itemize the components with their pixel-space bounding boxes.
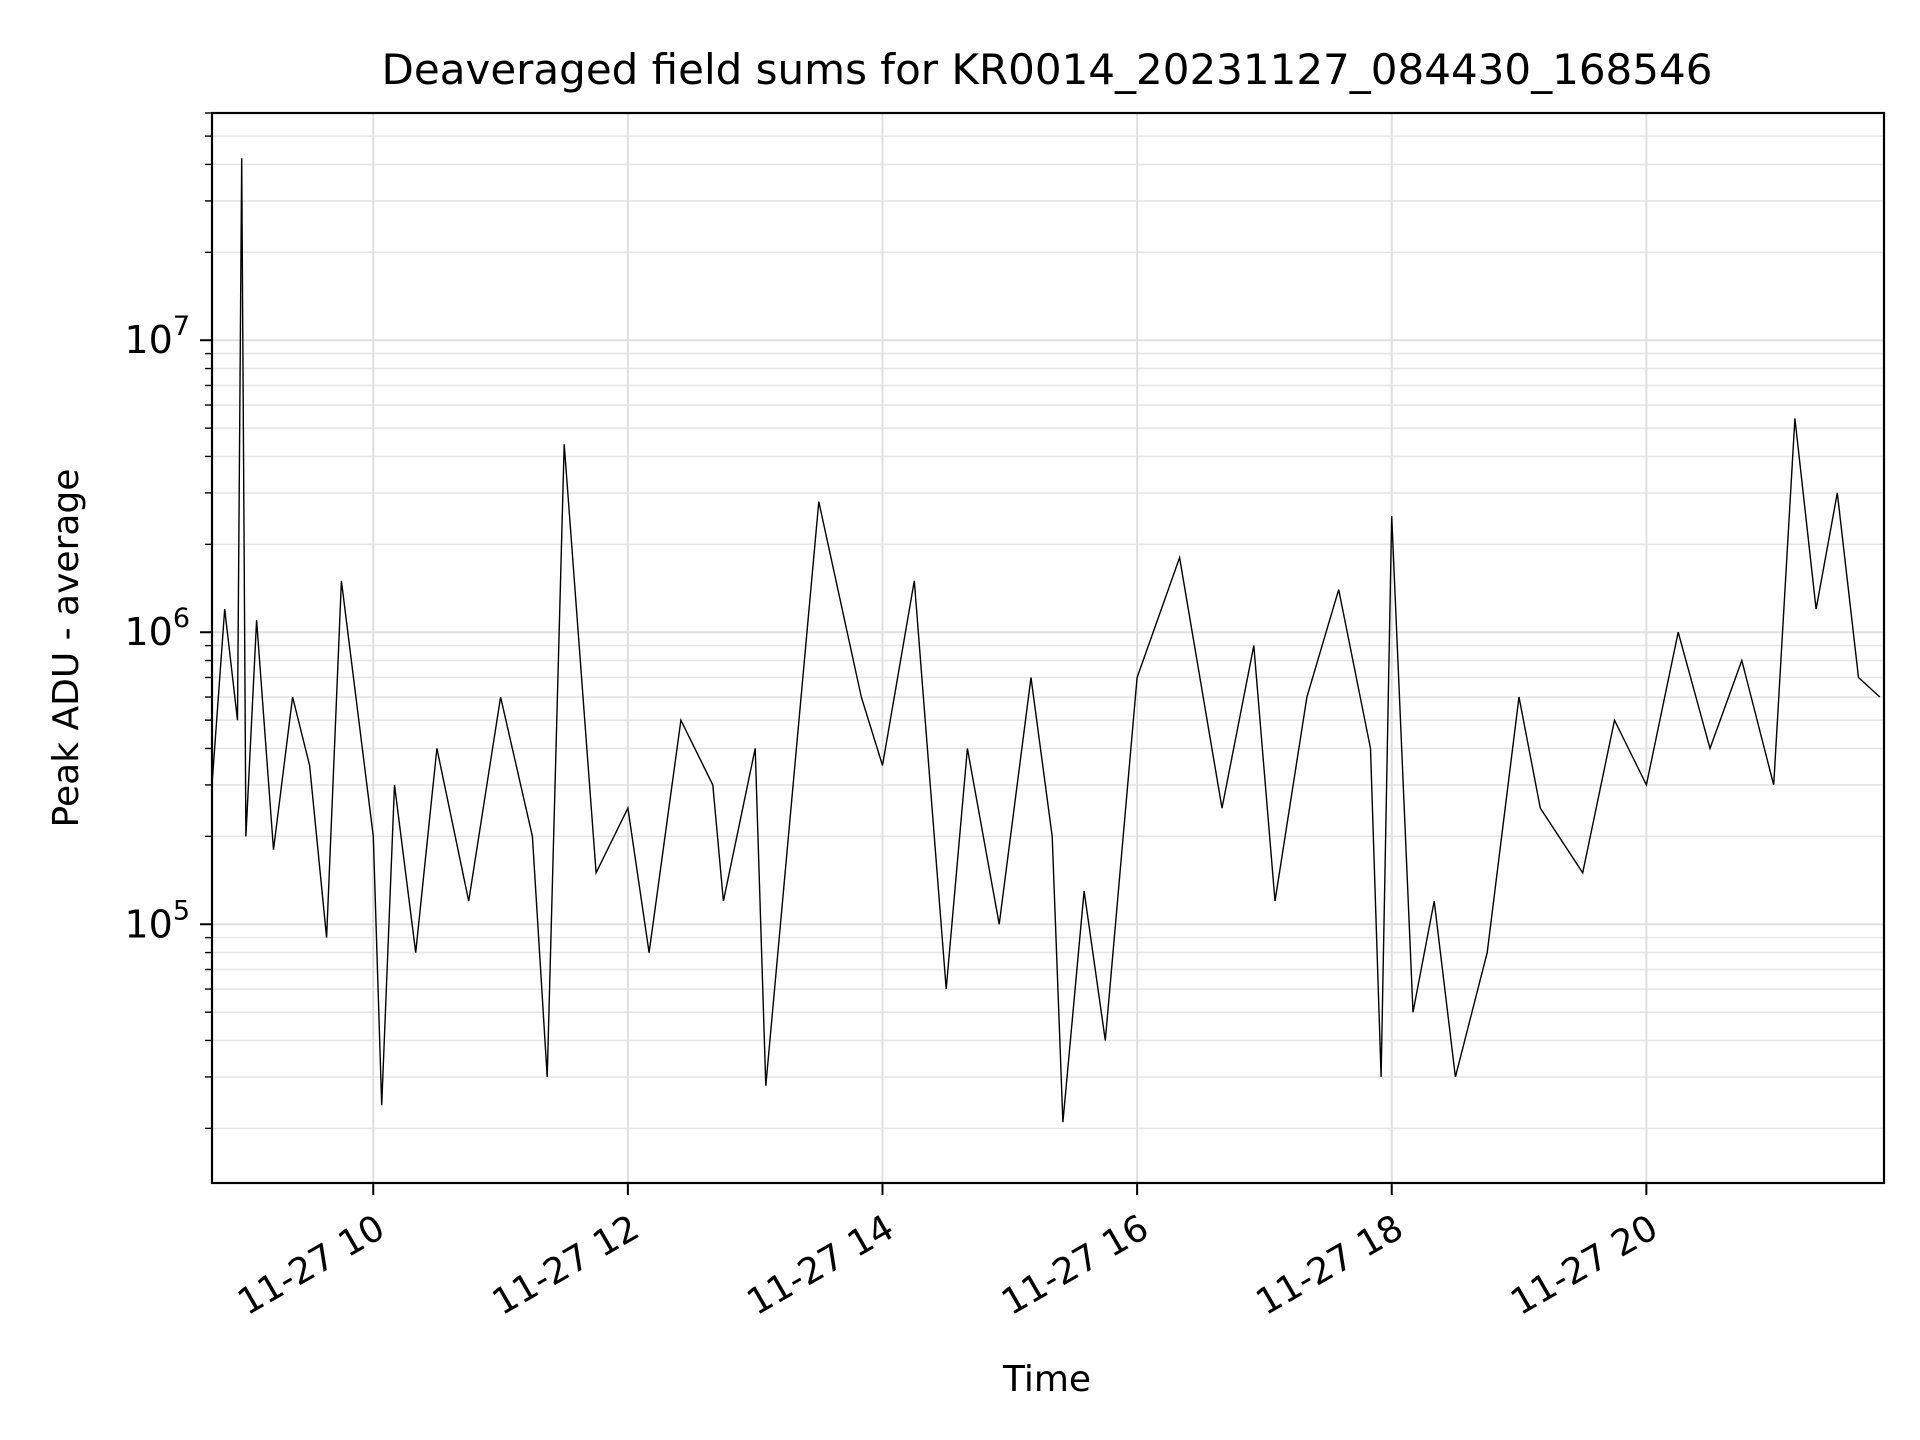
plot-frame [210, 111, 1886, 1185]
y-tick-label: 105 [124, 895, 190, 946]
series-line [211, 158, 1881, 1123]
y-tick-label-exponent: 6 [173, 603, 190, 634]
x-axis-label: Time [1002, 1359, 1091, 1400]
y-tick-label: 106 [124, 603, 190, 654]
y-tick-label: 107 [124, 311, 190, 362]
series-group [211, 158, 1881, 1123]
y-axis-label: Peak ADU - average [46, 469, 87, 828]
y-tick-label-base: 10 [124, 318, 172, 362]
chart-title: Deaveraged field sums for KR0014_2023112… [382, 45, 1713, 94]
y-tick-label-base: 10 [124, 902, 172, 946]
y-tick-label-exponent: 5 [173, 895, 190, 926]
grid [212, 112, 1884, 1183]
y-tick-label-base: 10 [124, 610, 172, 654]
y-tick-label-exponent: 7 [173, 311, 190, 342]
